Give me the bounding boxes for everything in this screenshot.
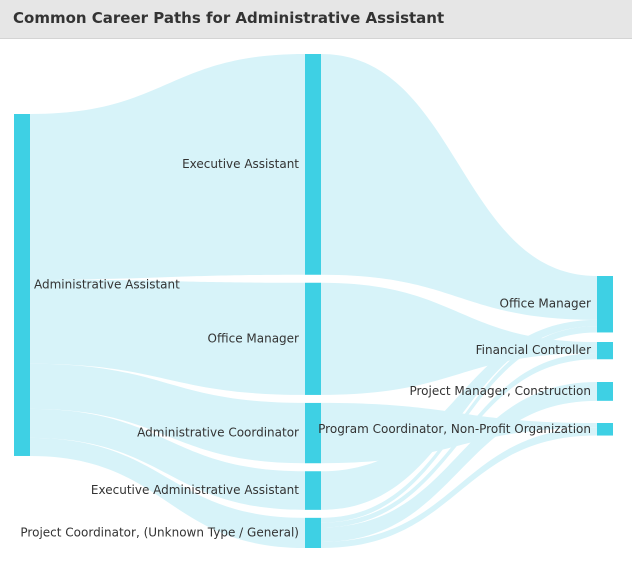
link-administrative-assistant-to-office-manager[interactable] bbox=[30, 279, 305, 395]
link-executive-administrative-assistant-to-office-manager[interactable] bbox=[321, 319, 597, 510]
sankey-labels: Administrative Assistant Executive Assist… bbox=[20, 157, 591, 540]
sankey-links bbox=[30, 54, 597, 548]
label-administrative-coordinator: Administrative Coordinator bbox=[137, 426, 299, 440]
link-administrative-assistant-to-executive-assistant[interactable] bbox=[30, 54, 305, 280]
chart-header: Common Career Paths for Administrative A… bbox=[0, 0, 632, 39]
node-financial-controller-target[interactable] bbox=[597, 342, 613, 360]
node-office-manager-target[interactable] bbox=[597, 276, 613, 333]
chart-title: Common Career Paths for Administrative A… bbox=[13, 9, 445, 27]
label-financial-controller-target: Financial Controller bbox=[476, 343, 591, 357]
label-executive-assistant: Executive Assistant bbox=[182, 157, 299, 171]
label-office-manager: Office Manager bbox=[208, 331, 300, 345]
sankey-nodes bbox=[14, 54, 613, 548]
node-program-coordinator-non-profit-organization-target[interactable] bbox=[597, 423, 613, 436]
label-program-coordinator-non-profit-organization-target: Program Coordinator, Non-Profit Organiza… bbox=[318, 422, 591, 436]
link-project-coordinator-unknown-type-general-to-program-coordinator-non-profit-organization[interactable] bbox=[321, 427, 597, 548]
link-project-coordinator-unknown-type-general-to-financial-controller[interactable] bbox=[321, 352, 597, 528]
link-administrative-assistant-to-project-coordinator-unknown-type-general[interactable] bbox=[30, 437, 305, 548]
link-administrative-assistant-to-executive-administrative-assistant[interactable] bbox=[30, 408, 305, 510]
label-project-manager-construction-target: Project Manager, Construction bbox=[409, 384, 591, 398]
node-administrative-coordinator[interactable] bbox=[305, 402, 321, 464]
link-project-coordinator-unknown-type-general-to-project-manager-construction[interactable] bbox=[321, 382, 597, 542]
node-project-manager-construction-target[interactable] bbox=[597, 382, 613, 401]
node-office-manager[interactable] bbox=[305, 282, 321, 395]
node-executive-assistant[interactable] bbox=[305, 54, 321, 275]
label-executive-administrative-assistant: Executive Administrative Assistant bbox=[91, 483, 299, 497]
label-office-manager-target: Office Manager bbox=[500, 297, 592, 311]
node-administrative-assistant[interactable] bbox=[14, 114, 30, 456]
link-executive-assistant-to-office-manager[interactable] bbox=[321, 54, 597, 320]
link-office-manager-to-financial-controller[interactable] bbox=[321, 282, 597, 395]
label-project-coordinator-unknown-type-general: Project Coordinator, (Unknown Type / Gen… bbox=[20, 525, 299, 539]
link-project-coordinator-unknown-type-general-to-office-manager[interactable] bbox=[321, 326, 597, 523]
link-administrative-coordinator-to-program-coordinator-non-profit-organization[interactable] bbox=[321, 402, 597, 464]
link-administrative-assistant-to-administrative-coordinator[interactable] bbox=[30, 363, 305, 464]
label-administrative-assistant: Administrative Assistant bbox=[34, 277, 180, 291]
node-project-coordinator-unknown-type-general[interactable] bbox=[305, 517, 321, 548]
node-executive-administrative-assistant[interactable] bbox=[305, 471, 321, 510]
